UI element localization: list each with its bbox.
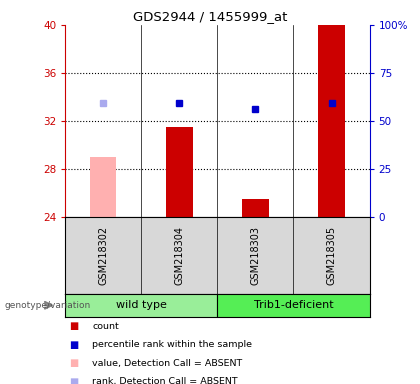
Text: GDS2944 / 1455999_at: GDS2944 / 1455999_at (133, 10, 287, 23)
Text: ■: ■ (69, 321, 79, 331)
Text: GSM218304: GSM218304 (174, 226, 184, 285)
Text: Trib1-deficient: Trib1-deficient (254, 300, 333, 310)
Bar (318, 25, 345, 217)
Bar (65, 294, 218, 317)
Text: GSM218305: GSM218305 (326, 226, 336, 285)
Bar (242, 199, 269, 217)
Text: rank, Detection Call = ABSENT: rank, Detection Call = ABSENT (92, 377, 238, 384)
Bar (90, 157, 116, 217)
Text: ■: ■ (69, 340, 79, 350)
Text: value, Detection Call = ABSENT: value, Detection Call = ABSENT (92, 359, 243, 368)
Bar (166, 127, 193, 217)
Text: wild type: wild type (116, 300, 167, 310)
Text: genotype/variation: genotype/variation (4, 301, 90, 310)
Bar (218, 294, 370, 317)
Text: GSM218303: GSM218303 (250, 226, 260, 285)
Text: count: count (92, 322, 119, 331)
Text: ■: ■ (69, 377, 79, 384)
Text: GSM218302: GSM218302 (98, 226, 108, 285)
Text: percentile rank within the sample: percentile rank within the sample (92, 340, 252, 349)
Text: ■: ■ (69, 358, 79, 368)
